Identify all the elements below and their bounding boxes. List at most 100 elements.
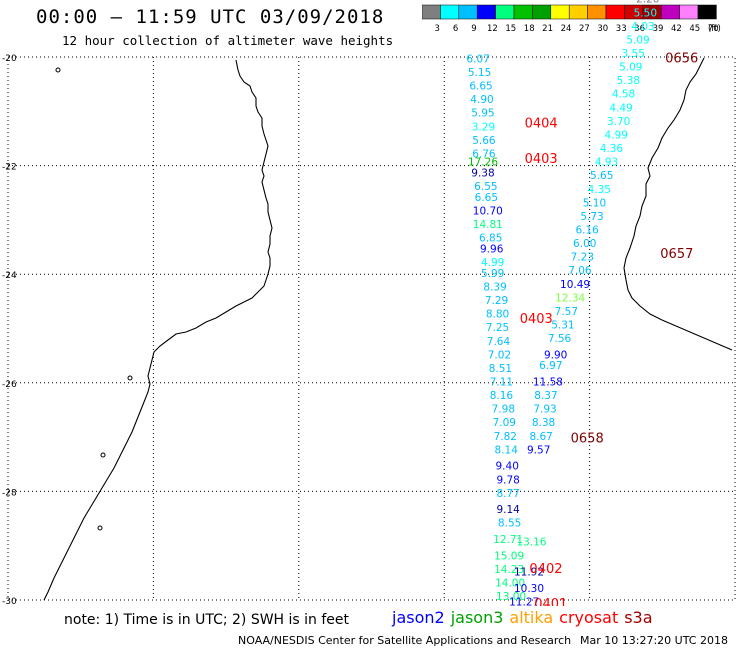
lat-tick-label: -30 [2, 597, 17, 606]
page-title: 00:00 – 11:59 UTC 03/09/2018 [36, 6, 385, 28]
swh-value: 8.77 [496, 488, 519, 500]
swh-value: 9.90 [544, 349, 567, 361]
africa-coastline [43, 59, 273, 601]
swh-value: 7.98 [492, 404, 515, 416]
swh-value: 4.49 [609, 102, 632, 114]
swh-value: 8.55 [498, 518, 521, 530]
pass-time-label: 0657 [660, 247, 693, 262]
swh-value: 8.16 [490, 390, 514, 402]
colorbar-label: 70 [708, 24, 719, 34]
swh-value: 10.70 [473, 205, 503, 217]
swh-value: 13.00 [496, 591, 526, 603]
swh-value: 6.55 [474, 181, 497, 193]
colorbar-label: 42 [671, 24, 682, 34]
swh-value: 5.66 [472, 135, 496, 147]
swh-value: 4.03 [631, 21, 654, 33]
colorbar: 3 6 9 12 15 18 21 24 27 30 33 36 39 42 45 70(ft) [422, 4, 721, 34]
swh-value: 11.58 [533, 377, 563, 389]
legend-item-jason2: jason2 [392, 608, 445, 627]
swh-value: 8.38 [532, 417, 555, 429]
swh-value: 5.09 [626, 34, 649, 46]
pass-time-label: 0403 [520, 312, 553, 327]
swh-value: 14.23 [494, 564, 524, 576]
swh-value: 7.02 [488, 349, 511, 361]
colorbar-label: 12 [487, 24, 498, 34]
coastlines [43, 57, 733, 601]
page-subtitle: 12 hour collection of altimeter wave hei… [62, 33, 394, 48]
swh-value: 3.70 [607, 116, 630, 128]
swh-value: 9.96 [480, 243, 504, 255]
swh-value: 4.99 [481, 257, 504, 269]
footer-credit: NOAA/NESDIS Center for Satellite Applica… [238, 634, 572, 647]
swh-value: 11.92 [514, 567, 544, 579]
swh-value: 4.35 [588, 184, 611, 196]
colorbar-label: 39 [653, 24, 664, 34]
lat-tick-label: -20 [2, 54, 17, 64]
footer-timestamp: Mar 10 13:27:20 UTC 2018 [580, 634, 728, 647]
colorbar-label: 15 [505, 24, 516, 34]
madagascar-coastline [623, 57, 733, 351]
swh-value: 4.93 [595, 157, 618, 169]
swh-value: 12.71 [493, 534, 523, 546]
swh-value: 5.73 [580, 211, 603, 223]
legend-item-jason3: jason3 [450, 608, 504, 627]
swh-value: 7.06 [568, 265, 592, 277]
swh-value: 5.99 [481, 268, 504, 280]
lat-tick-label: -22 [2, 163, 17, 173]
colorbar-label: 6 [453, 24, 458, 34]
swh-value: 6.00 [573, 238, 596, 250]
swh-value: 7.09 [493, 417, 516, 429]
colorbar-label: 36 [634, 24, 645, 34]
swh-value: 11.27 [509, 596, 539, 606]
colorbar-label: 3 [434, 24, 439, 34]
swh-value: 5.95 [471, 108, 494, 120]
colorbar-swatch [697, 4, 717, 20]
satellite-legend: jason2 jason3 altika cryosat s3a [392, 608, 659, 627]
grid-lines [7, 56, 736, 601]
swh-value: 5.65 [590, 170, 613, 182]
pass-time-label: 0658 [571, 432, 604, 447]
swh-value: 6.65 [469, 81, 492, 93]
pass-time-label: 0403 [525, 152, 558, 167]
colorbar-label: 33 [616, 24, 627, 34]
footer: NOAA/NESDIS Center for Satellite Applica… [238, 634, 728, 647]
swh-value: 6.76 [472, 148, 496, 160]
swh-value: 8.14 [495, 444, 519, 456]
swh-value: 5.50 [634, 7, 657, 19]
swh-value: 5.10 [583, 197, 606, 209]
swh-value: 6.07 [466, 53, 489, 65]
swh-value: 8.39 [483, 281, 506, 293]
swh-value: 4.36 [600, 143, 624, 155]
swh-value: 2.20 [636, 0, 659, 6]
swh-value: 5.09 [619, 62, 642, 74]
swh-value: 8.51 [489, 363, 512, 375]
swh-value: 4.90 [470, 94, 493, 106]
swh-value: 8.37 [534, 390, 557, 402]
swh-value: 6.65 [475, 192, 498, 204]
swh-value: 8.67 [529, 431, 552, 443]
swh-value: 6.85 [479, 233, 502, 245]
island [97, 525, 103, 531]
colorbar-unit: (ft) [708, 24, 721, 34]
swh-value: 7.93 [533, 404, 556, 416]
swh-value: 7.11 [490, 377, 513, 389]
swh-value: 7.29 [485, 295, 508, 307]
colorbar-label: 24 [561, 24, 572, 34]
pass-time-label: 0656 [665, 51, 698, 66]
island [127, 375, 133, 381]
lat-tick-label: -28 [2, 488, 17, 498]
swh-value: 9.57 [527, 444, 550, 456]
map-frame [7, 56, 736, 601]
swh-value: 5.38 [617, 75, 640, 87]
swh-value: 10.49 [560, 279, 590, 291]
colorbar-label: 9 [471, 24, 476, 34]
lat-tick-label: -24 [2, 271, 17, 281]
pass-time-label: 0402 [529, 562, 562, 577]
colorbar-label: 30 [597, 24, 608, 34]
swh-value: 4.58 [612, 89, 635, 101]
swh-value: 14.00 [495, 577, 525, 589]
swh-value: 3.29 [472, 121, 495, 133]
colorbar-label: 18 [524, 24, 535, 34]
swh-value: 7.57 [555, 306, 578, 318]
swh-value: 5.31 [551, 320, 574, 332]
